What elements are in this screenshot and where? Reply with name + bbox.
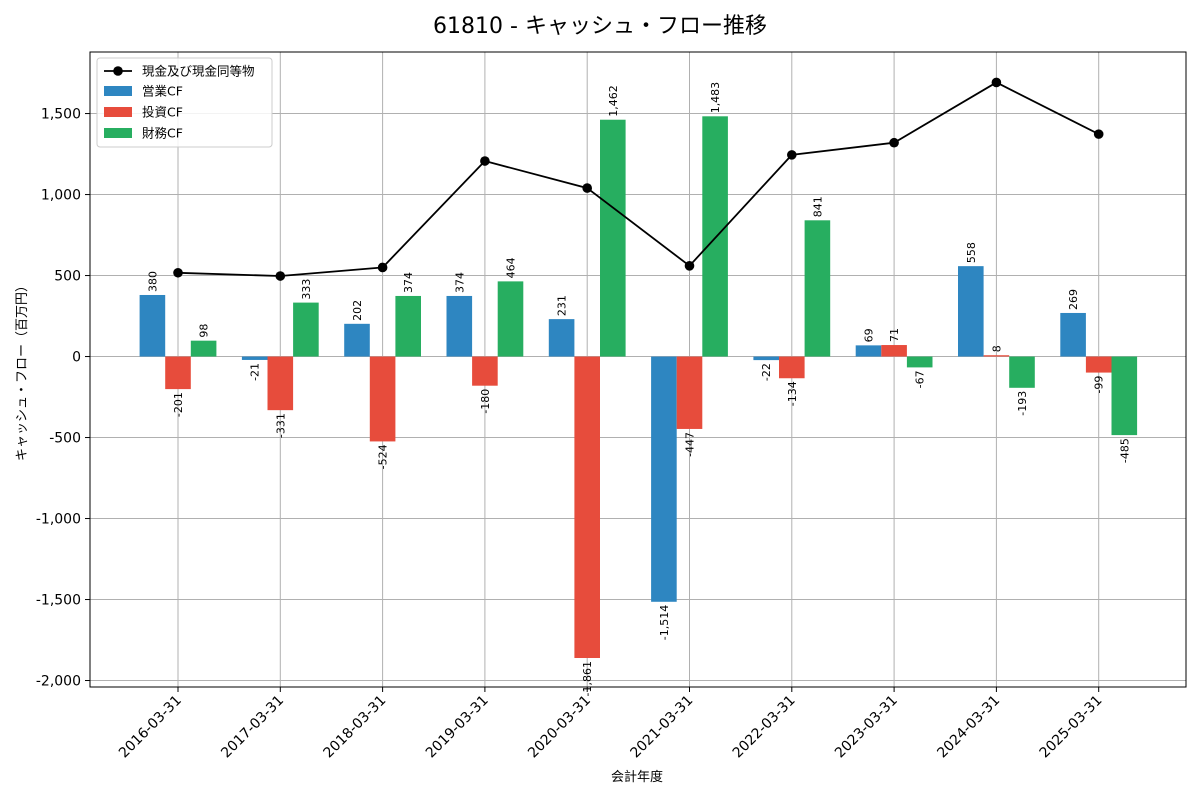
bar-2-2 xyxy=(395,295,421,357)
bar-0-2 xyxy=(344,323,370,357)
legend-box xyxy=(96,57,273,148)
bar-0-0 xyxy=(139,294,166,357)
bar-value-label: -447 xyxy=(684,432,697,457)
cash-point xyxy=(1093,129,1104,139)
y-axis-label: キャッシュ・フロー（百万円） xyxy=(15,279,30,461)
bar-value-label: -331 xyxy=(274,413,287,438)
bar-2-8 xyxy=(1009,356,1035,388)
bar-value-label: -180 xyxy=(479,389,492,414)
bar-value-label: 1,462 xyxy=(607,85,620,117)
bar-value-label: 333 xyxy=(300,279,313,300)
line-layer xyxy=(173,77,1104,281)
bar-1-1 xyxy=(267,356,294,411)
y-tick-label: -1,000 xyxy=(36,512,81,528)
bar-2-7 xyxy=(906,356,933,368)
cash-line xyxy=(177,81,1100,277)
bar-value-label: -524 xyxy=(377,444,390,469)
bar-value-label: -134 xyxy=(786,381,799,406)
legend-label: 投資CF xyxy=(142,105,183,120)
bar-2-5 xyxy=(702,116,728,357)
cash-point xyxy=(582,183,592,193)
bar-2-4 xyxy=(600,119,626,357)
y-tick-label: 1,500 xyxy=(41,107,81,123)
bar-1-5 xyxy=(676,356,703,429)
bar-value-label: 202 xyxy=(351,300,364,321)
legend-label-line: 現金及び現金同等物 xyxy=(142,64,255,79)
bar-value-label: -201 xyxy=(172,392,185,417)
bar-value-label: 231 xyxy=(556,295,569,316)
bar-value-label: -22 xyxy=(760,363,773,381)
legend-label: 財務CF xyxy=(142,126,183,141)
bar-value-label: -67 xyxy=(914,370,927,388)
bar-layer xyxy=(139,116,1138,659)
bar-value-label: -193 xyxy=(1016,391,1029,416)
bar-value-label: -1,861 xyxy=(581,661,594,696)
bar-0-7 xyxy=(855,345,882,357)
bar-value-label: 98 xyxy=(198,324,211,338)
bar-1-3 xyxy=(472,356,498,386)
bar-value-label: 374 xyxy=(402,272,415,293)
legend-swatch-1 xyxy=(104,107,132,117)
bar-0-3 xyxy=(446,295,473,357)
bar-value-label: 464 xyxy=(505,257,518,278)
y-tick-label: -2,000 xyxy=(36,674,81,690)
y-tick-layer: -2,000 -1,500 -1,000 -500 0 500 1,000 1,500 xyxy=(36,107,90,690)
bar-0-1 xyxy=(241,356,268,360)
bar-1-4 xyxy=(574,356,600,659)
bar-1-8 xyxy=(983,355,1010,357)
legend-marker-swatch xyxy=(113,66,123,76)
cash-point xyxy=(684,261,695,271)
bar-0-8 xyxy=(958,266,984,357)
bar-value-label: 380 xyxy=(146,271,159,292)
bar-value-label: 841 xyxy=(811,196,824,217)
bar-value-label: 71 xyxy=(888,328,901,342)
plot-frame xyxy=(89,51,1187,688)
bar-value-label: 69 xyxy=(863,328,876,342)
bar-value-label: 558 xyxy=(965,242,978,263)
bar-1-7 xyxy=(881,345,907,357)
bar-1-6 xyxy=(779,356,805,379)
bar-value-label: -99 xyxy=(1093,376,1106,394)
bar-2-6 xyxy=(804,220,831,357)
chart-title: 61810 - キャッシュ・フロー推移 xyxy=(433,14,767,39)
bar-1-0 xyxy=(165,356,191,390)
y-tick-label: 500 xyxy=(54,269,81,285)
bar-value-label: -485 xyxy=(1118,438,1131,463)
bar-0-4 xyxy=(548,319,575,357)
y-tick-label: -500 xyxy=(49,431,81,447)
bar-value-label: 1,483 xyxy=(709,82,722,114)
cash-point xyxy=(480,156,490,166)
cash-point xyxy=(377,262,388,273)
bar-value-label: -21 xyxy=(249,363,262,381)
legend-swatch-2 xyxy=(104,128,132,138)
y-tick-label: -1,500 xyxy=(36,593,81,609)
bar-2-0 xyxy=(190,340,217,357)
bar-0-9 xyxy=(1060,312,1086,357)
bar-0-6 xyxy=(753,356,779,361)
y-tick-label: 0 xyxy=(72,350,81,366)
bar-1-2 xyxy=(369,356,396,442)
bar-2-9 xyxy=(1111,356,1138,436)
bar-1-9 xyxy=(1085,356,1112,373)
legend-swatch-0 xyxy=(104,86,132,96)
cash-point xyxy=(787,150,797,160)
bar-value-label: 374 xyxy=(453,272,466,293)
bar-label-layer: 380 -21 202 374 231 -1,514 -22 69 558 269 -201 -331… xyxy=(146,82,1131,697)
cash-point xyxy=(889,137,899,148)
bar-value-label: -1,514 xyxy=(658,605,671,640)
cash-point xyxy=(275,271,286,281)
legend-label: 営業CF xyxy=(142,84,183,99)
bar-value-label: 8 xyxy=(990,345,1003,352)
bar-2-1 xyxy=(293,302,319,357)
bar-2-3 xyxy=(497,281,524,357)
cash-point xyxy=(991,77,1002,88)
x-axis-label: 会計年度 xyxy=(611,769,663,785)
bar-0-5 xyxy=(651,356,677,602)
cash-point xyxy=(173,267,183,278)
y-tick-label: 1,000 xyxy=(41,188,81,204)
bar-value-label: 269 xyxy=(1067,289,1080,310)
